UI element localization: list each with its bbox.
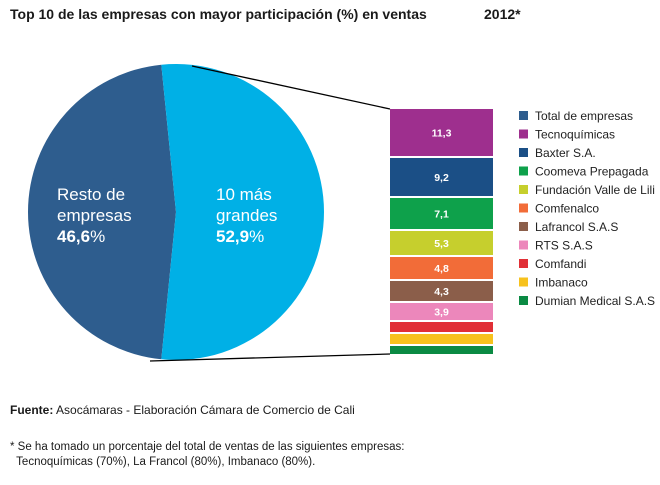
legend-swatch bbox=[519, 148, 528, 157]
legend-swatch bbox=[519, 222, 528, 231]
legend-label: Lafrancol S.A.S bbox=[535, 220, 618, 234]
legend-swatch bbox=[519, 296, 528, 305]
legend-swatch bbox=[519, 185, 528, 194]
bar-segment-comfandi bbox=[390, 322, 493, 332]
source-label: Fuente: bbox=[10, 403, 54, 417]
bar-value-label: 3,9 bbox=[434, 307, 449, 319]
chart-title: Top 10 de las empresas con mayor partici… bbox=[10, 6, 427, 22]
legend-label: Comfenalco bbox=[535, 202, 599, 216]
pie-slice-resto bbox=[28, 64, 177, 360]
pie-slice-top10 bbox=[161, 64, 325, 360]
stacked-bar: 11,3 9,2 7,1 5,3 4,8 4,3 3,9 bbox=[390, 109, 493, 354]
legend-swatch bbox=[519, 240, 528, 250]
legend-label: RTS S.A.S bbox=[535, 239, 593, 253]
source-line: Fuente: Asocámaras - Elaboración Cámara … bbox=[10, 403, 355, 417]
footnote-line-1: * Se ha tomado un porcentaje del total d… bbox=[10, 441, 405, 453]
legend-label: Dumian Medical S.A.S bbox=[535, 294, 655, 308]
pie-label-resto-line1: Resto de bbox=[57, 185, 125, 204]
bar-value-label: 5,3 bbox=[434, 238, 449, 250]
legend-label: Imbanaco bbox=[535, 276, 588, 290]
footnote-line-2: Tecnoquímicas (70%), La Francol (80%), I… bbox=[10, 456, 316, 468]
footnote: * Se ha tomado un porcentaje del total d… bbox=[10, 440, 404, 470]
bar-value-label: 4,3 bbox=[434, 286, 449, 298]
legend-swatch bbox=[519, 277, 528, 287]
legend-label: Comfandi bbox=[535, 257, 586, 271]
bar-value-label: 4,8 bbox=[434, 263, 449, 275]
bar-segment-imbanaco bbox=[390, 334, 493, 344]
bar-value-label: 11,3 bbox=[432, 128, 452, 140]
bar-value-label: 7,1 bbox=[434, 209, 449, 221]
source-text: Asocámaras - Elaboración Cámara de Comer… bbox=[53, 403, 355, 417]
pie-label-resto-line2: empresas bbox=[57, 206, 132, 225]
bar-segment-lafrancol-s-a-s bbox=[390, 281, 493, 301]
bar-segment-coomeva-prepagada bbox=[390, 198, 493, 229]
legend-swatch bbox=[519, 111, 528, 120]
pie-label-top10-line1: 10 más bbox=[216, 185, 272, 204]
legend-label: Total de empresas bbox=[535, 109, 633, 123]
legend: Total de empresas Tecnoquímicas Baxter S.A… bbox=[519, 109, 655, 308]
chart-year: 2012* bbox=[484, 6, 521, 22]
legend-swatch bbox=[519, 166, 528, 176]
pie-value-top10: 52,9% bbox=[216, 227, 264, 246]
connector-top bbox=[191, 65, 391, 110]
bar-segment-dumian-medical-s-a-s bbox=[390, 346, 493, 354]
legend-label: Tecnoquímicas bbox=[535, 128, 615, 142]
connector-bottom bbox=[149, 353, 391, 362]
bar-segment-comfenalco bbox=[390, 257, 493, 279]
bar-value-label: 9,2 bbox=[434, 172, 449, 184]
legend-label: Baxter S.A. bbox=[535, 146, 596, 160]
legend-swatch bbox=[519, 129, 528, 139]
bar-segment-tecnoqu-micas bbox=[390, 109, 493, 156]
bar-segment-rts-s-a-s bbox=[390, 303, 493, 320]
legend-label: Fundación Valle de Lili bbox=[535, 183, 655, 197]
legend-swatch bbox=[519, 203, 528, 213]
pie-label-top10-line2: grandes bbox=[216, 206, 277, 225]
connector-lines bbox=[149, 65, 391, 362]
bar-segment-fundaci-n-valle-de-lili bbox=[390, 231, 493, 255]
pie-chart: Resto de empresas 46,6% 10 más grandes 52,9% bbox=[28, 64, 325, 360]
legend-swatch bbox=[519, 259, 528, 268]
legend-label: Coomeva Prepagada bbox=[535, 165, 649, 179]
bar-segment-baxter-s-a- bbox=[390, 158, 493, 196]
pie-value-resto: 46,6% bbox=[57, 227, 105, 246]
